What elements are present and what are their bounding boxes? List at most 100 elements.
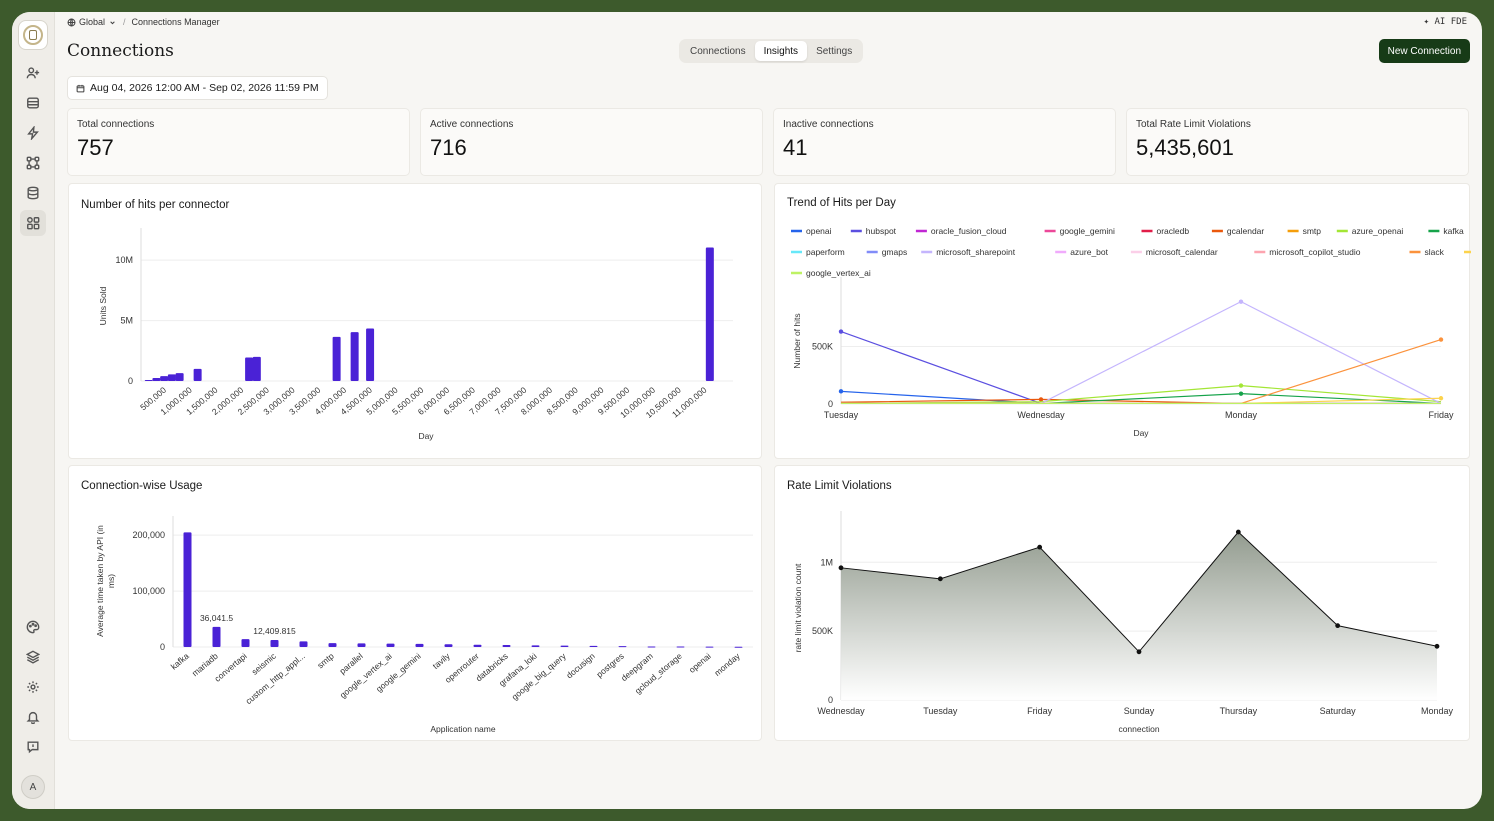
avatar[interactable]: A — [21, 775, 45, 799]
bar — [705, 247, 714, 381]
date-range-value: Aug 04, 2026 12:00 AM - Sep 02, 2026 11:… — [90, 82, 319, 94]
x-tick-label: Wednesday — [817, 706, 865, 716]
x-tick-label: Sunday — [1124, 706, 1155, 716]
series-line — [840, 384, 1442, 405]
rate-limit-violations-card: Rate Limit Violations 0 500K 1M Wednesday Tu… — [774, 465, 1470, 741]
data-label: 36,041.5 — [200, 613, 233, 623]
scope-label: Global — [79, 17, 106, 27]
bar — [152, 377, 161, 381]
bar — [589, 645, 598, 647]
legend-label: oracle_fusion_cloud — [931, 226, 1007, 236]
y-tick-label: 5M — [120, 316, 133, 326]
data-point — [1335, 623, 1341, 629]
x-tick-label: Friday — [1027, 706, 1053, 716]
x-axis-label: Application name — [430, 724, 495, 734]
bar — [734, 646, 743, 648]
legend-label: oracledb — [1157, 226, 1190, 236]
bar — [676, 646, 685, 648]
tab-settings[interactable]: Settings — [816, 45, 853, 57]
bar — [386, 643, 395, 647]
bar — [160, 376, 169, 381]
kpi-label: Active connections — [430, 119, 514, 130]
x-tick-label: smtp — [315, 651, 336, 671]
chevron-down-icon — [110, 20, 115, 24]
chart-title: Trend of Hits per Day — [787, 197, 896, 209]
trend-of-hits-card: Trend of Hits per Day openai hubspot oracl… — [774, 183, 1471, 459]
x-tick-label: Tuesday — [923, 706, 958, 716]
data-point — [1235, 529, 1241, 535]
legend-label: gcalendar — [1227, 226, 1265, 236]
legend-label: azure_bot — [1070, 247, 1108, 257]
user-plus-icon[interactable] — [20, 60, 46, 86]
layers-icon[interactable] — [20, 644, 46, 670]
y-tick-label: 0 — [160, 642, 165, 652]
scope-selector[interactable]: Global — [67, 17, 117, 27]
data-label: 12,409.815 — [253, 626, 296, 636]
trend-of-hits-chart: openai hubspot oracle_fusion_cloud google_g… — [791, 226, 1471, 438]
bar — [705, 646, 714, 648]
breadcrumb-page[interactable]: Connections Manager — [131, 17, 220, 27]
bar — [473, 644, 482, 647]
y-axis-label: Average time taken by API (inms) — [95, 525, 116, 637]
kpi-value: 5,435,601 — [1136, 135, 1234, 160]
y-axis-label: Units Sold — [98, 286, 108, 325]
legend-label: gmaps — [882, 247, 908, 257]
y-tick-label: 0 — [828, 695, 833, 705]
kpi-value: 757 — [77, 135, 114, 160]
y-tick-label: 500K — [812, 342, 833, 352]
palette-icon[interactable] — [20, 614, 46, 640]
workflow-icon[interactable] — [20, 150, 46, 176]
bar — [212, 626, 221, 647]
breadcrumb-separator: / — [123, 17, 126, 27]
bar — [328, 643, 337, 647]
feedback-icon[interactable] — [20, 734, 46, 760]
bar — [193, 368, 202, 381]
bar — [175, 373, 184, 381]
y-tick-label: 10M — [115, 255, 133, 265]
data-point — [1136, 649, 1142, 655]
legend-label: google_vertex_ai — [806, 268, 871, 278]
x-tick-label: openai — [687, 651, 713, 675]
x-tick-label: Wednesday — [1017, 410, 1065, 420]
data-point — [1438, 337, 1444, 342]
data-point — [838, 565, 844, 571]
bar — [618, 646, 627, 648]
calendar-icon — [76, 84, 85, 92]
settings-icon[interactable] — [20, 674, 46, 700]
apps-icon[interactable] — [20, 210, 46, 236]
x-tick-label: kafka — [169, 651, 191, 672]
tab-insights[interactable]: Insights — [754, 41, 808, 61]
x-tick-label: google_big_query — [510, 650, 569, 702]
x-axis-label: connection — [1118, 724, 1159, 734]
y-axis-label: Number of hits — [792, 313, 802, 368]
page-title: Connections — [67, 41, 174, 61]
bar — [252, 356, 261, 381]
data-point — [1438, 396, 1444, 401]
tab-connections[interactable]: Connections — [690, 45, 746, 57]
legend-label: slack — [1425, 247, 1445, 257]
series-line — [841, 300, 1442, 405]
bar — [167, 374, 176, 381]
kpi-inactive-connections: Inactive connections 41 — [773, 108, 1116, 176]
ai-fde-badge[interactable]: ✦ AI FDE — [1423, 17, 1467, 27]
y-tick-label: 1M — [820, 557, 833, 567]
data-point — [1238, 391, 1244, 396]
hits-per-connector-chart: 05M10M500,0001,000,0001,500,0002,000,000… — [98, 228, 733, 441]
bar — [647, 646, 656, 648]
y-axis-label: rate limit violation count — [793, 563, 803, 652]
zap-icon[interactable] — [20, 120, 46, 146]
app-logo[interactable] — [18, 20, 48, 50]
date-range-picker[interactable]: Aug 04, 2026 12:00 AM - Sep 02, 2026 11:… — [67, 76, 328, 100]
hits-per-connector-card: Number of hits per connector 0 5M 10M 500,0… — [68, 183, 762, 459]
data-point — [937, 576, 943, 582]
data-point — [1038, 397, 1044, 402]
legend-label: paperform — [806, 247, 845, 257]
new-connection-button[interactable]: New Connection — [1378, 39, 1470, 63]
bell-icon[interactable] — [20, 704, 46, 730]
y-tick-label: 100,000 — [132, 586, 165, 596]
legend-label: microsoft_calendar — [1146, 247, 1218, 257]
table-icon[interactable] — [20, 90, 46, 116]
data-point — [1238, 383, 1244, 388]
bar — [366, 328, 375, 381]
database-icon[interactable] — [20, 180, 46, 206]
